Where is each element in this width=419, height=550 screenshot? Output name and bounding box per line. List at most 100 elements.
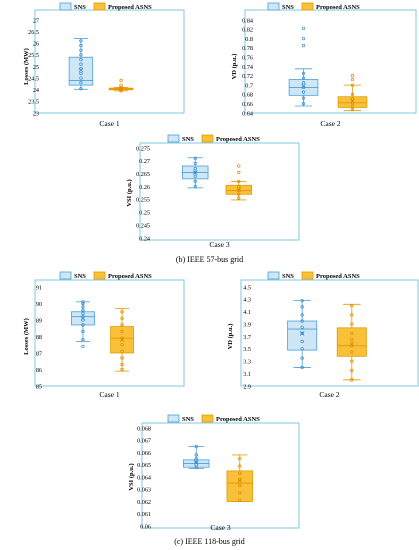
box-iqr: [226, 470, 253, 502]
y-tick-label: 0.26: [139, 184, 150, 191]
data-point: [300, 305, 304, 309]
y-tick-label: 0.64: [242, 110, 253, 117]
data-point: [120, 367, 124, 372]
box-iqr: [287, 320, 318, 351]
y-tick-label: 4.1: [243, 309, 251, 316]
chart-panel-6: 0.06 0.061 0.062 0.063 0.064 0.065 0.066 0.067 0…: [128, 414, 300, 532]
data-point: [120, 343, 124, 347]
data-point: [193, 179, 197, 184]
y-tick-label: 0.84: [242, 17, 253, 24]
chart-panel-5: 2.9 3.1 3.3 3.5 3.7 3.9 4.1 4.3 4.5 VD (p.u.) Case…: [227, 271, 419, 399]
legend-swatch-sns: [59, 2, 72, 11]
x-axis-label: Case 1: [99, 119, 119, 128]
box-asns: [225, 164, 252, 201]
y-tick-label: 3.9: [243, 321, 251, 328]
panel-frame: [244, 9, 417, 114]
box-iqr: [337, 96, 368, 108]
chart-panel-2: 0.64 0.66 0.68 0.7 0.72 0.74 0.76 0.78 0.8 0.82 0.…: [231, 2, 417, 128]
legend-swatch-asns: [93, 271, 106, 280]
legend-swatch-asns: [201, 414, 214, 423]
legend-swatch-sns: [267, 2, 280, 11]
data-point: [79, 48, 83, 52]
y-tick-label: 0.8: [245, 36, 253, 43]
data-point: [300, 319, 304, 323]
mean-marker-b: [119, 337, 125, 343]
legend-label-sns: SNS: [282, 273, 294, 280]
data-point: [79, 81, 83, 85]
legend-swatch-sns: [167, 134, 180, 143]
data-point: [301, 43, 306, 48]
data-point: [300, 347, 304, 351]
data-point: [301, 26, 306, 31]
data-point: [194, 444, 198, 449]
y-tick-label: 88: [36, 334, 42, 341]
data-point: [350, 74, 355, 78]
data-point: [238, 471, 242, 475]
data-point: [194, 460, 198, 464]
y-tick-label: 0.064: [137, 474, 151, 481]
legend-label-asns: Proposed ASNS: [316, 4, 360, 11]
data-point: [120, 356, 124, 360]
data-point: [301, 81, 306, 85]
box-asns: [108, 78, 134, 93]
x-axis-label: Case 2: [320, 119, 340, 128]
data-point: [237, 179, 241, 184]
legend-swatch-asns: [301, 271, 314, 280]
data-point: [193, 174, 197, 178]
y-axis-label: VSI (p.u.): [128, 463, 135, 490]
data-point: [79, 62, 83, 66]
y-tick-label: 0.25: [139, 210, 150, 217]
y-tick-label: 3.1: [243, 371, 251, 378]
data-point: [301, 102, 306, 106]
y-tick-label: 26.5: [28, 29, 39, 36]
data-point: [300, 313, 304, 317]
x-axis-label: Case 1: [99, 390, 119, 399]
legend-label-sns: SNS: [282, 4, 294, 11]
mean-marker-b: [236, 187, 242, 192]
legend-swatch-asns: [93, 2, 106, 11]
data-point: [81, 301, 85, 306]
y-axis-label: Losses (MW): [23, 48, 30, 85]
y-tick-label: 0.275: [136, 145, 150, 152]
y-tick-label: 0.24: [139, 235, 150, 242]
data-point: [301, 36, 306, 41]
data-point: [301, 76, 306, 80]
data-point: [350, 368, 354, 373]
panel-frame: [139, 142, 300, 241]
data-point: [193, 161, 197, 166]
data-point: [193, 166, 197, 171]
box-asns: [336, 303, 367, 382]
data-point: [350, 378, 354, 382]
y-tick-label: 0.06: [140, 523, 151, 530]
data-point: [238, 464, 242, 468]
data-point: [193, 156, 197, 160]
data-point: [81, 329, 85, 334]
legend-label-sns: SNS: [182, 136, 194, 143]
data-point: [119, 83, 123, 87]
mean-marker-b: [118, 86, 124, 92]
legend-swatch-sns: [267, 271, 280, 280]
data-point: [350, 337, 354, 342]
legend-label-sns: SNS: [74, 273, 86, 280]
y-tick-label: 3.3: [243, 359, 251, 366]
legend-label-asns: Proposed ASNS: [316, 273, 360, 280]
data-point: [300, 365, 304, 370]
box-asns: [226, 454, 253, 502]
data-point: [237, 196, 241, 200]
y-tick-label: 0.7: [245, 82, 253, 89]
y-tick-label: 0.245: [136, 222, 150, 229]
y-tick-label: 0.063: [137, 487, 151, 494]
panel-frame: [141, 422, 300, 529]
data-point: [238, 498, 242, 502]
y-tick-label: 0.82: [242, 27, 253, 34]
data-point: [194, 456, 198, 461]
mean-marker-b: [301, 83, 306, 89]
legend-label-asns: Proposed ASNS: [108, 4, 152, 11]
data-point: [350, 313, 354, 317]
y-tick-label: 90: [36, 301, 42, 308]
legend-swatch-sns: [59, 271, 72, 280]
legend-swatch-asns: [301, 2, 314, 11]
data-point: [81, 323, 85, 327]
data-point: [350, 104, 355, 108]
